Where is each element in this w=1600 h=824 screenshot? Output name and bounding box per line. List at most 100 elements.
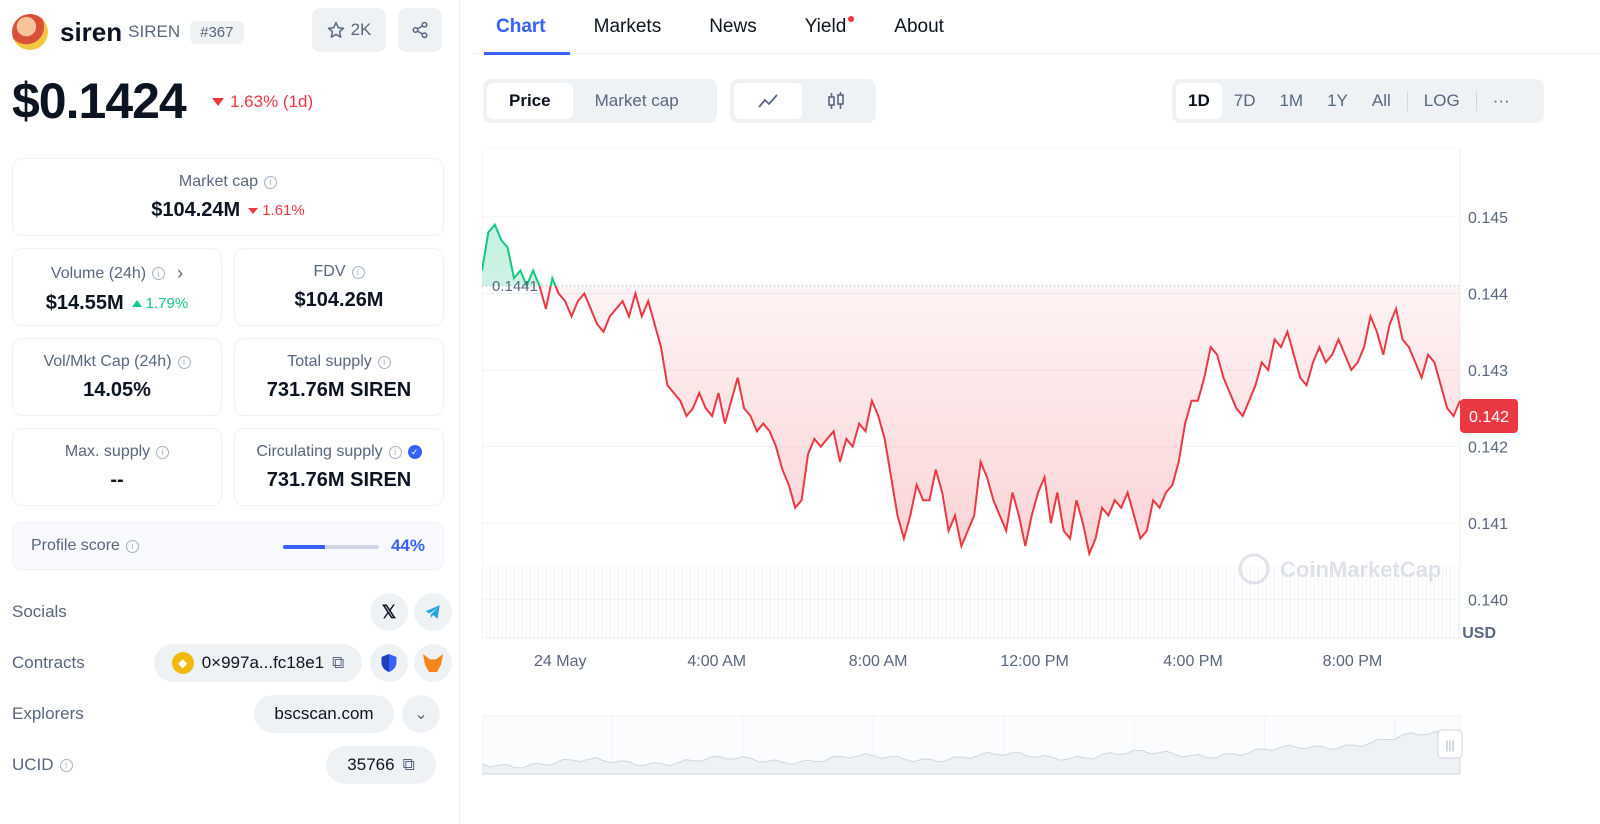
x-icon: 𝕏 [381,601,397,622]
x-tick-label: 24 May [534,653,586,670]
line-chart-button[interactable] [734,83,802,119]
profile-score-value: 44% [390,536,425,555]
shield-icon [381,654,397,672]
market-cap-change: 1.61% [262,202,305,219]
watchlist-button[interactable]: 2K [312,8,386,52]
market-cap-card: Market cap i $104.24M 1.61% [12,158,444,236]
info-icon[interactable]: i [125,539,139,553]
explorers-label: Explorers [12,704,84,723]
more-options-button[interactable]: ··· [1492,91,1510,110]
copy-icon[interactable]: ⧉ [402,755,415,774]
metamask-button[interactable] [414,644,452,682]
x-tick-label: 8:00 AM [849,653,908,670]
watchlist-count: 2K [350,20,372,39]
range-1m[interactable]: 1M [1279,91,1304,110]
ucid-pill[interactable]: 35766 ⧉ [326,746,436,784]
price-chart-svg: 0.145 0.144 0.143 0.142 0.141 0.140 24 May 4:0… [481,147,1518,775]
circulating-supply-value: 731.76M SIREN [266,469,412,491]
max-supply-label: Max. supply [64,443,151,460]
vol-mkt-label: Vol/Mkt Cap (24h) [43,353,172,370]
info-icon[interactable]: i [388,445,402,459]
rank-badge: #367 [190,20,244,44]
x-axis-labels: 24 May 4:00 AM 8:00 AM 12:00 PM 4:00 PM 8:00 … [534,653,1382,670]
info-icon[interactable]: i [264,175,278,189]
candlestick-chart-button[interactable] [802,83,870,119]
down-arrow-icon [212,98,224,106]
range-1d[interactable]: 1D [1176,83,1222,119]
down-arrow-icon [248,207,259,214]
info-icon[interactable]: i [351,265,365,279]
x-tick-label: 12:00 PM [1000,653,1068,670]
x-tick-label: 4:00 PM [1163,653,1223,670]
total-supply-value: 731.76M SIREN [266,379,412,401]
volume-card[interactable]: Volume (24h) i › $14.55M 1.79% [12,248,222,326]
tab-yield[interactable]: Yield [781,0,871,54]
telegram-link[interactable] [414,593,452,631]
coin-info-panel: siren SIREN #367 2K $0.1424 1.63% (1d) M… [0,0,460,824]
copy-icon[interactable]: ⧉ [332,653,345,672]
range-all[interactable]: All [1371,91,1391,110]
info-icon[interactable]: i [59,758,73,772]
tab-chart[interactable]: Chart [472,0,570,55]
divider [1406,91,1408,111]
total-supply-label: Total supply [287,353,372,370]
socials-label: Socials [12,602,67,621]
ucid-row: UCID i 35766 ⧉ [12,745,444,785]
tab-about[interactable]: About [894,16,944,37]
telegram-icon [425,605,440,619]
y-tick-label: 0.141 [1468,516,1508,533]
metric-toggle: Price Market cap [483,79,717,123]
fdv-label: FDV [313,263,346,280]
current-price-badge: 0.142 [1460,398,1518,433]
up-arrow-icon [131,300,142,307]
price-change: 1.63% (1d) [212,92,313,112]
coin-header: siren SIREN #367 [12,12,244,52]
price-change-value: 1.63% (1d) [230,92,314,111]
info-icon[interactable]: i [156,445,170,459]
y-tick-label: 0.144 [1468,286,1508,303]
price-chart[interactable]: 0.145 0.144 0.143 0.142 0.141 0.140 24 May 4:0… [481,147,1600,824]
contract-address-pill[interactable]: ◆ 0×997a...fc18e1 ⧉ [154,644,362,682]
tab-markets[interactable]: Markets [593,16,662,37]
circulating-supply-label: Circulating supply [256,443,383,460]
log-scale-toggle[interactable]: LOG [1423,91,1460,110]
chart-type-toggle [730,79,876,123]
range-1y[interactable]: 1Y [1327,91,1348,110]
explorer-link[interactable]: bscscan.com [254,695,394,733]
contracts-row: Contracts ◆ 0×997a...fc18e1 ⧉ [12,643,452,683]
candlestick-icon [828,92,844,109]
info-icon[interactable]: i [377,355,391,369]
below-reference-area [482,285,1460,554]
range-navigator[interactable]: ||| [481,715,1463,775]
x-twitter-link[interactable]: 𝕏 [370,593,408,631]
notification-dot [848,16,855,22]
range-7d[interactable]: 7D [1233,91,1256,110]
coin-symbol: SIREN [128,22,181,41]
tab-news[interactable]: News [709,16,757,37]
currency-unit: USD [1462,625,1496,642]
star-icon [327,21,344,38]
chevron-right-icon: › [177,263,184,283]
info-icon[interactable]: i [177,355,191,369]
volume-value: $14.55M [45,292,124,314]
verified-icon: ✓ [407,445,422,459]
contract-address: 0×997a...fc18e1 [201,653,325,672]
fdv-value: $104.26M [294,289,384,311]
navigator-handle[interactable] [1437,729,1463,759]
market-cap-value: $104.24M [151,199,241,221]
info-icon[interactable]: i [152,267,166,280]
coin-avatar [12,14,48,50]
explorers-row: Explorers bscscan.com ⌄ [12,694,444,734]
max-supply-card: Max. supply i -- [12,428,222,506]
share-button[interactable] [398,8,442,52]
share-icon [412,21,428,39]
watermark: CoinMarketCap [1238,553,1441,585]
security-check-button[interactable] [370,644,408,682]
drag-handle-icon: ||| [1445,738,1454,752]
tab-yield-label: Yield [804,16,847,37]
price-toggle[interactable]: Price [487,83,573,119]
profile-score[interactable]: Profile score i 44% [12,522,444,570]
explorers-dropdown[interactable]: ⌄ [402,695,440,733]
vol-mkt-value: 14.05% [83,379,151,401]
market-cap-toggle[interactable]: Market cap [594,91,679,110]
